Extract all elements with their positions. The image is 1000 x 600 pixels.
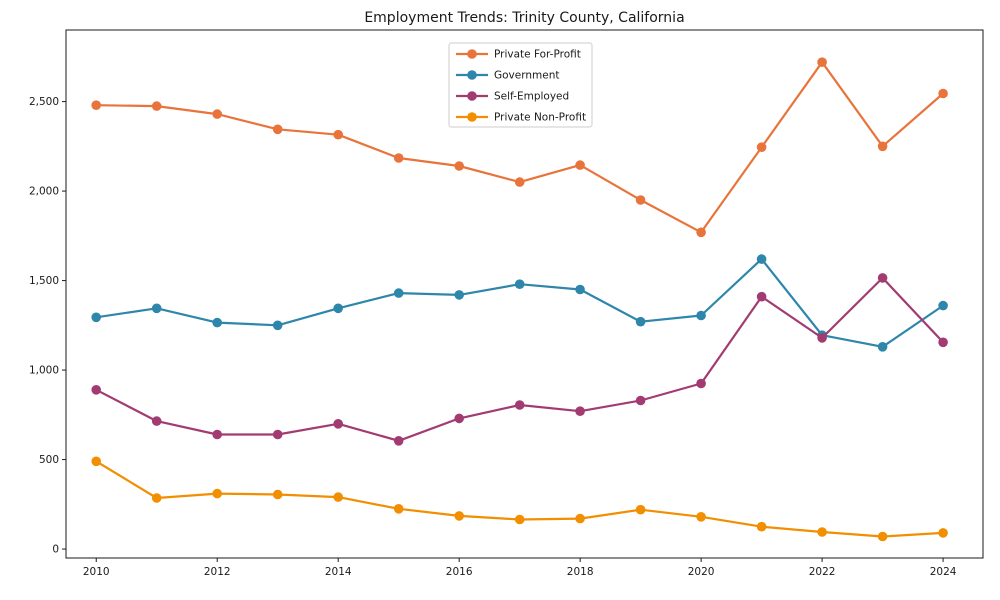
data-point-self-employed bbox=[333, 419, 344, 429]
x-tick-label: 2016 bbox=[446, 566, 473, 578]
data-point-private-non-profit bbox=[696, 512, 706, 522]
data-point-private-for-profit bbox=[817, 57, 827, 67]
data-point-self-employed bbox=[877, 273, 888, 283]
x-tick-label: 2018 bbox=[567, 566, 594, 578]
data-point-government bbox=[938, 300, 948, 311]
data-point-self-employed bbox=[454, 413, 465, 424]
legend-marker-private-for-profit bbox=[467, 49, 477, 59]
y-tick-label: 500 bbox=[39, 454, 59, 466]
data-point-private-non-profit bbox=[454, 511, 465, 521]
data-point-self-employed bbox=[756, 291, 767, 302]
data-point-private-non-profit bbox=[514, 514, 525, 525]
data-point-private-for-profit bbox=[635, 195, 646, 205]
data-point-private-non-profit bbox=[575, 513, 585, 524]
x-tick-label: 2014 bbox=[325, 566, 352, 578]
data-point-self-employed bbox=[151, 416, 162, 426]
y-axis: 0 500 1,000 1,500 2,000 2,500 bbox=[29, 96, 66, 556]
data-point-government bbox=[91, 312, 101, 323]
x-tick-label: 2024 bbox=[930, 566, 957, 578]
legend-item-private-non-profit: Private Non-Profit bbox=[456, 112, 586, 124]
chart-title: Employment Trends: Trinity County, Calif… bbox=[364, 10, 685, 26]
data-point-government bbox=[333, 303, 344, 314]
data-point-self-employed bbox=[514, 400, 525, 410]
data-point-private-for-profit bbox=[454, 161, 465, 171]
plot-frame bbox=[65, 29, 984, 559]
legend-marker-government bbox=[467, 70, 477, 80]
y-tick-label: 1,500 bbox=[29, 275, 59, 287]
x-tick-label: 2012 bbox=[204, 566, 231, 578]
x-tick-label: 2020 bbox=[688, 566, 715, 578]
data-point-self-employed bbox=[272, 429, 283, 440]
data-point-private-for-profit bbox=[91, 100, 101, 110]
data-point-private-non-profit bbox=[151, 493, 162, 503]
series-self-employed bbox=[91, 273, 948, 446]
data-point-self-employed bbox=[393, 436, 404, 446]
legend-marker-private-non-profit bbox=[467, 112, 477, 122]
data-point-private-non-profit bbox=[212, 488, 222, 499]
legend-label: Government bbox=[494, 70, 559, 82]
legend-marker-self-employed bbox=[467, 91, 477, 101]
data-point-private-for-profit bbox=[393, 153, 404, 163]
legend-item-government: Government bbox=[456, 70, 559, 82]
series-line-private-non-profit bbox=[95, 460, 944, 538]
data-point-private-for-profit bbox=[333, 129, 344, 140]
data-point-government bbox=[877, 342, 888, 352]
legend-label: Private For-Profit bbox=[494, 49, 581, 61]
data-point-self-employed bbox=[817, 333, 827, 343]
data-point-government bbox=[696, 310, 706, 321]
series-government bbox=[91, 254, 948, 352]
y-tick-label: 1,000 bbox=[29, 365, 59, 377]
x-tick-label: 2022 bbox=[809, 566, 836, 578]
data-point-private-for-profit bbox=[696, 227, 706, 238]
data-point-government bbox=[756, 254, 767, 264]
data-point-self-employed bbox=[938, 337, 948, 348]
data-point-private-non-profit bbox=[393, 504, 404, 514]
legend-box bbox=[448, 42, 593, 128]
data-point-private-for-profit bbox=[575, 160, 585, 170]
data-point-government bbox=[151, 303, 162, 314]
data-point-government bbox=[514, 279, 525, 290]
data-point-private-for-profit bbox=[756, 142, 767, 152]
data-point-private-for-profit bbox=[514, 177, 525, 187]
legend-label: Private Non-Profit bbox=[494, 112, 586, 124]
data-point-government bbox=[454, 290, 465, 300]
legend-label: Self-Employed bbox=[494, 91, 569, 103]
data-point-government bbox=[635, 316, 646, 327]
data-point-government bbox=[393, 288, 404, 298]
data-point-private-for-profit bbox=[212, 109, 222, 119]
data-point-private-for-profit bbox=[151, 101, 162, 111]
data-point-government bbox=[212, 317, 222, 328]
series-line-self-employed bbox=[95, 276, 944, 442]
data-point-private-for-profit bbox=[877, 141, 888, 152]
data-point-private-non-profit bbox=[272, 489, 283, 500]
data-point-private-non-profit bbox=[756, 521, 767, 532]
data-point-private-non-profit bbox=[877, 531, 888, 542]
legend-item-self-employed: Self-Employed bbox=[456, 91, 569, 103]
x-tick-label: 2010 bbox=[83, 566, 110, 578]
data-point-private-for-profit bbox=[272, 124, 283, 135]
data-point-private-for-profit bbox=[938, 88, 948, 99]
data-point-private-non-profit bbox=[635, 504, 646, 515]
data-point-self-employed bbox=[91, 385, 101, 395]
data-point-private-non-profit bbox=[91, 456, 101, 467]
legend: Private For-Profit Government Self-Employe… bbox=[448, 42, 593, 128]
data-point-private-non-profit bbox=[333, 492, 344, 502]
data-point-self-employed bbox=[212, 429, 222, 440]
data-point-government bbox=[575, 284, 585, 295]
y-tick-label: 2,500 bbox=[29, 96, 59, 108]
y-tick-label: 2,000 bbox=[29, 186, 59, 198]
data-point-private-non-profit bbox=[938, 528, 948, 538]
y-tick-label: 0 bbox=[52, 544, 59, 556]
legend-item-private-for-profit: Private For-Profit bbox=[456, 49, 581, 61]
series-private-non-profit bbox=[91, 456, 948, 542]
series-private-for-profit bbox=[91, 57, 948, 238]
data-point-government bbox=[272, 320, 283, 331]
data-point-private-non-profit bbox=[817, 527, 827, 537]
x-axis: 2010 2012 2014 2016 2018 2020 2022 2024 bbox=[83, 558, 957, 578]
data-point-self-employed bbox=[575, 406, 585, 417]
data-point-self-employed bbox=[696, 378, 706, 389]
data-point-self-employed bbox=[635, 395, 646, 406]
